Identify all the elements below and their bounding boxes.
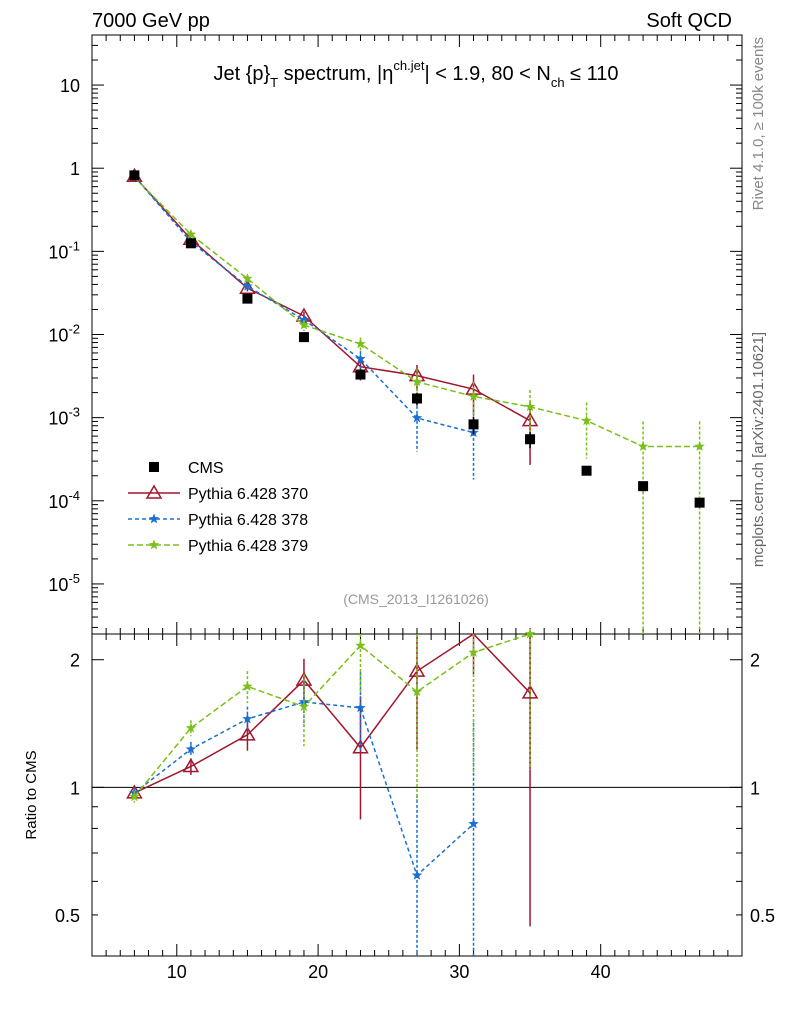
data-point: [185, 722, 197, 733]
data-point: [411, 869, 423, 880]
y-tick-label: 10-4: [48, 488, 80, 512]
side-label-top: Rivet 4.1.0, ≥ 100k events: [750, 37, 767, 210]
header-right: Soft QCD: [646, 10, 732, 32]
data-point: [411, 412, 423, 423]
ratio-series-group: [126, 628, 539, 956]
series-line: [133, 175, 474, 434]
data-point: [637, 441, 649, 451]
ratio-y-tick-label-left: 2: [70, 651, 80, 671]
data-point: [149, 462, 159, 472]
legend-label: Pythia 6.428 370: [188, 486, 308, 503]
data-point: [182, 757, 200, 773]
ratio-y-tick-label-right: 2: [750, 651, 760, 671]
data-point: [148, 513, 160, 524]
data-point: [694, 441, 705, 451]
series-line: [133, 175, 531, 422]
ratio-line: [133, 701, 475, 877]
chart-title: Jet {p}T spectrum, |ηch.jet| < 1.9, 80 <…: [213, 58, 618, 90]
data-point: [239, 279, 256, 294]
x-tick-label: 20: [308, 962, 328, 982]
data-point: [298, 332, 309, 343]
ratio-series-1: [126, 633, 539, 927]
data-point: [242, 680, 253, 691]
legend-label: Pythia 6.428 378: [188, 512, 308, 529]
main-series-group: [126, 167, 705, 634]
ratio-y-tick-label-left: 1: [70, 778, 80, 798]
y-tick-label: 10: [60, 76, 80, 96]
data-point: [412, 393, 422, 404]
x-tick-label: 10: [167, 962, 187, 982]
x-tick-label: 40: [591, 962, 611, 982]
data-point: [239, 726, 256, 741]
data-point: [355, 353, 366, 364]
y-tick-label: 1: [70, 159, 80, 179]
data-point: [352, 739, 369, 754]
data-point: [242, 713, 253, 724]
data-point: [355, 338, 366, 349]
side-label-bottom: mcplots.cern.ch [arXiv:2401.10621]: [750, 332, 767, 567]
data-point: [148, 539, 160, 550]
data-point: [524, 628, 536, 639]
data-point: [468, 419, 479, 430]
legend-label: CMS: [188, 460, 224, 477]
y-tick-label: 10-2: [48, 322, 80, 346]
data-point: [298, 319, 310, 330]
data-point: [521, 684, 539, 699]
data-point: [581, 415, 592, 426]
data-point: [468, 390, 479, 401]
data-point: [468, 647, 479, 657]
data-point: [242, 280, 253, 291]
data-point: [355, 369, 366, 380]
data-point: [355, 702, 366, 713]
ratio-y-tick-label-right: 0.5: [750, 906, 775, 926]
data-point: [411, 686, 423, 697]
ratio-line: [133, 633, 531, 798]
data-point: [411, 376, 423, 387]
data-point: [468, 818, 479, 829]
data-point: [524, 401, 536, 412]
data-point: [129, 791, 140, 802]
ratio-y-label: Ratio to CMS: [23, 750, 40, 839]
ratio-y-tick-label-right: 1: [750, 778, 760, 798]
data-point: [242, 293, 253, 304]
data-point: [298, 701, 310, 712]
y-tick-label: 10-1: [48, 238, 80, 262]
ratio-series-3: [129, 628, 536, 803]
data-point: [242, 273, 253, 284]
data-point: [185, 238, 196, 249]
data-point: [355, 640, 366, 650]
data-point: [185, 743, 197, 754]
series-3: [129, 171, 705, 634]
ratio-line: [134, 633, 531, 794]
ratio-y-tick-label-left: 0.5: [55, 906, 80, 926]
data-point: [145, 484, 163, 499]
data-point: [694, 497, 705, 508]
data-point: [581, 465, 592, 476]
data-point: [185, 228, 197, 239]
y-tick-label: 10-5: [48, 571, 80, 595]
axes-group: 10 20 30 40 10-5 10-4 10-3 10-2 10-1 1 10 0.5 0.5 1 1 2…: [48, 34, 775, 982]
data-point: [525, 434, 536, 445]
data-point: [638, 481, 649, 492]
legend-label: Pythia 6.428 379: [188, 538, 308, 555]
legend: CMS Pythia 6.428 370 Pythia 6.428 378 Pythi…: [128, 460, 308, 555]
y-tick-label: 10-3: [48, 405, 80, 429]
series-0: [129, 170, 705, 508]
analysis-label: (CMS_2013_I1261026): [343, 591, 489, 607]
data-point: [129, 170, 140, 181]
x-tick-label: 30: [449, 962, 469, 982]
data-point: [298, 314, 310, 325]
header-left: 7000 GeV pp: [92, 10, 210, 32]
